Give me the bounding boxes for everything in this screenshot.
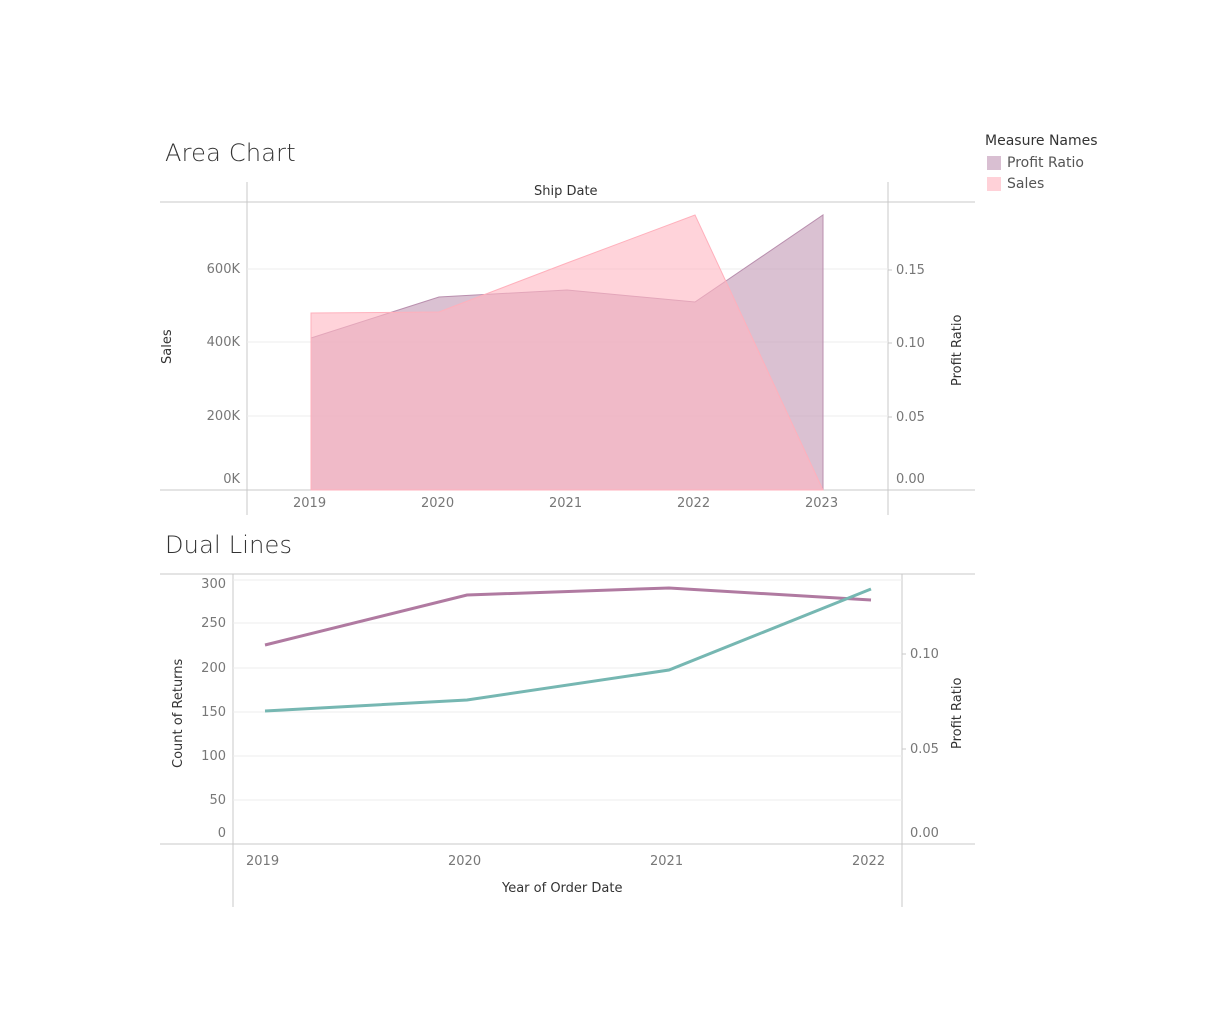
profit-ratio-line [264, 586, 872, 647]
dual-right-tick: 0.05 [910, 742, 939, 757]
dual-right-tick: 0.00 [910, 826, 939, 841]
dual-left-tick: 100 [201, 749, 226, 764]
dual-lines-title: Dual Lines [165, 531, 293, 559]
area-right-tick: 0.10 [896, 336, 925, 351]
dual-x-tick: 2022 [852, 854, 886, 869]
area-chart-title: Area Chart [165, 139, 296, 167]
legend-item-profit-ratio[interactable]: Profit Ratio [985, 152, 1098, 173]
legend-item-label: Profit Ratio [1007, 154, 1084, 171]
dual-lines-frame [160, 573, 975, 907]
dual-x-tick: 2020 [448, 854, 482, 869]
area-right-axis-title: Profit Ratio [950, 314, 965, 386]
area-x-tick: 2019 [293, 496, 327, 511]
area-right-tick: 0.00 [896, 472, 925, 487]
area-left-tick: 0K [223, 472, 240, 487]
area-x-tick: 2022 [677, 496, 711, 511]
sales-swatch-icon [987, 176, 1001, 191]
dual-right-tick: 0.10 [910, 647, 939, 662]
area-right-tick: 0.15 [896, 263, 925, 278]
area-left-tick: 600K [206, 262, 240, 277]
dual-left-axis-title: Count of Returns [171, 658, 186, 768]
sales-area [310, 214, 824, 491]
legend-title: Measure Names [985, 133, 1098, 149]
dual-left-tick: 0 [217, 826, 226, 841]
area-x-tick: 2023 [805, 496, 839, 511]
dual-x-tick: 2019 [246, 854, 280, 869]
area-right-tick: 0.05 [896, 410, 925, 425]
legend-item-sales[interactable]: Sales [985, 173, 1098, 194]
dual-x-tick: 2021 [650, 854, 684, 869]
count-of-returns-line [264, 587, 872, 713]
dual-left-tick: 50 [209, 793, 226, 808]
dual-left-tick: 200 [201, 661, 226, 676]
area-left-tick: 400K [206, 335, 240, 350]
dual-left-tick: 250 [201, 616, 226, 631]
profit-ratio-swatch-icon [987, 155, 1001, 170]
area-chart-header: Ship Date [534, 184, 598, 199]
dual-right-axis-title: Profit Ratio [950, 677, 965, 749]
dual-left-tick: 300 [201, 577, 226, 592]
area-x-tick: 2020 [421, 496, 455, 511]
area-x-tick: 2021 [549, 496, 583, 511]
area-left-tick: 200K [206, 409, 240, 424]
dual-x-axis-title: Year of Order Date [502, 881, 623, 896]
dual-left-tick: 150 [201, 705, 226, 720]
legend: Measure Names Profit Ratio Sales [985, 133, 1098, 194]
area-left-axis-title: Sales [160, 329, 175, 364]
legend-item-label: Sales [1007, 175, 1045, 192]
